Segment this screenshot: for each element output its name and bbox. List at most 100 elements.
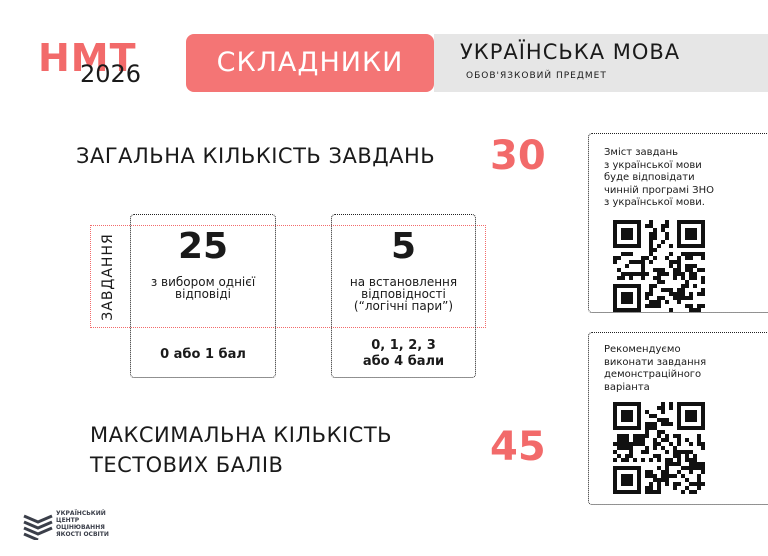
qr-module <box>673 462 677 466</box>
qr-module <box>653 426 657 430</box>
logo-icon <box>23 514 53 540</box>
qr-module <box>637 260 641 264</box>
qr-module <box>649 474 653 478</box>
description-line: відповідності <box>361 287 446 301</box>
tasks-label: ЗАВДАННЯ <box>100 233 116 321</box>
qr-module <box>617 434 621 438</box>
description-line: з вибором однієї <box>150 275 256 289</box>
qr-module <box>673 276 677 280</box>
qr-module <box>665 434 669 438</box>
qr-module <box>645 272 649 276</box>
qr-module <box>657 300 661 304</box>
qr-module <box>701 482 705 486</box>
qr-module <box>677 434 681 438</box>
qr-module <box>645 470 649 474</box>
qr-module <box>645 434 649 438</box>
score-line: 0 або 1 бал <box>160 347 246 362</box>
qr-module <box>685 466 689 470</box>
qr-module <box>653 442 657 446</box>
qr-module <box>645 430 649 434</box>
qr-module <box>621 292 633 304</box>
qr-module <box>629 252 633 256</box>
qr-module <box>637 272 641 276</box>
qr-module <box>677 442 681 446</box>
qr-module <box>637 438 641 442</box>
qr-module <box>665 450 669 454</box>
qr-module <box>625 264 629 268</box>
qr-module <box>677 470 681 474</box>
qr-module <box>681 284 685 288</box>
qr-module <box>685 256 689 260</box>
qr-module <box>697 252 701 256</box>
qr-module <box>657 442 661 446</box>
qr-module <box>665 462 669 466</box>
note-line: Рекомендуємо <box>604 344 681 355</box>
qr-module <box>673 260 677 264</box>
qr-module <box>681 296 685 300</box>
qr-module <box>645 296 649 300</box>
qr-module <box>633 438 637 442</box>
qr-module <box>661 438 665 442</box>
qr-module <box>645 474 649 478</box>
qr-module <box>665 474 669 478</box>
qr-module <box>649 232 653 236</box>
qr-module <box>689 252 693 256</box>
qr-module <box>653 284 657 288</box>
qr-module <box>617 268 621 272</box>
qr-module <box>673 482 677 486</box>
qr-module <box>701 462 705 466</box>
qr-module <box>641 458 645 462</box>
qr-module <box>657 304 661 308</box>
qr-module <box>641 272 645 276</box>
qr-module <box>689 442 693 446</box>
qr-module <box>633 272 637 276</box>
qr-module <box>653 236 657 240</box>
qr-module <box>653 478 657 482</box>
qr-module <box>677 288 681 292</box>
qr-module <box>673 292 677 296</box>
logo-line: ЦЕНТР <box>56 517 80 524</box>
qr-module <box>693 482 697 486</box>
max-label: МАКСИМАЛЬНА КІЛЬКІСТЬ ТЕСТОВИХ БАЛІВ <box>90 420 392 480</box>
qr-module <box>649 236 653 240</box>
qr-module <box>649 224 653 228</box>
qr-module <box>693 458 697 462</box>
qr-module <box>653 232 657 236</box>
qr-module <box>641 442 645 446</box>
qr-module <box>617 438 621 442</box>
qr-module <box>701 280 705 284</box>
qr-module <box>669 402 673 406</box>
qr-module <box>697 486 701 490</box>
qr-module <box>621 276 625 280</box>
qr-module <box>665 272 669 276</box>
qr-module <box>697 304 701 308</box>
qr-module <box>689 490 693 494</box>
qr-module <box>625 272 629 276</box>
qr-module <box>697 466 701 470</box>
qr-module <box>697 474 701 478</box>
qr-module <box>693 462 697 466</box>
qr-module <box>657 418 661 422</box>
qr-module <box>653 438 657 442</box>
qr-module <box>677 300 681 304</box>
qr-module <box>693 284 697 288</box>
qr-module <box>629 446 633 450</box>
year: 2026 <box>80 60 142 88</box>
qr-module <box>645 304 649 308</box>
qr-module <box>665 300 669 304</box>
task-description: на встановлення відповідності (“логічні па… <box>331 276 476 312</box>
qr-module <box>653 228 657 232</box>
qr-module <box>677 292 681 296</box>
qr-module <box>677 462 681 466</box>
qr-module <box>649 260 653 264</box>
qr-module <box>653 276 657 280</box>
qr-module <box>701 470 705 474</box>
qr-module <box>689 466 693 470</box>
qr-module <box>693 276 697 280</box>
qr-module <box>689 268 693 272</box>
qr-module <box>661 422 665 426</box>
qr-module <box>629 454 633 458</box>
qr-module <box>685 458 689 462</box>
qr-module <box>673 450 677 454</box>
